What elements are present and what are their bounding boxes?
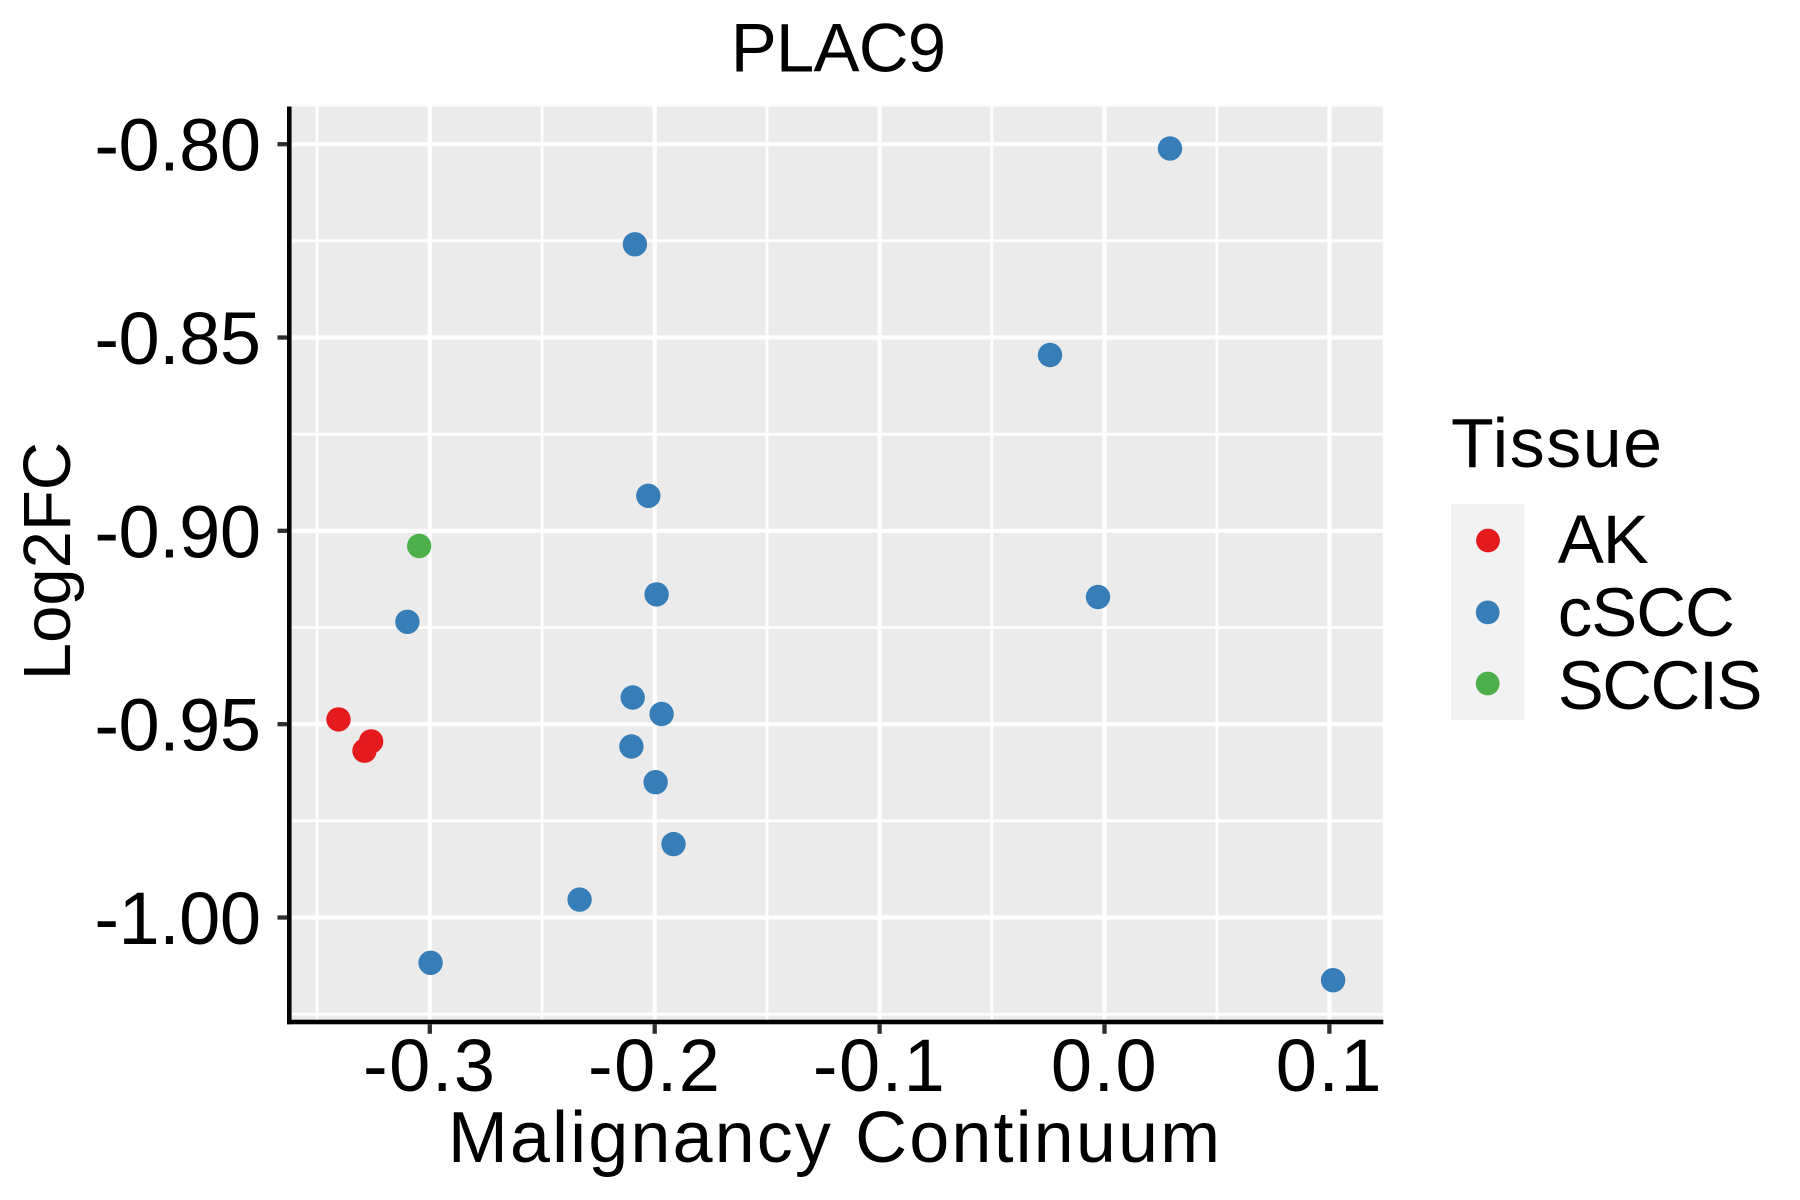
svg-text:-1.00: -1.00 <box>94 877 260 960</box>
svg-text:-0.3: -0.3 <box>363 1024 497 1107</box>
svg-text:0.1: 0.1 <box>1276 1024 1383 1107</box>
svg-text:PLAC9: PLAC9 <box>731 10 946 87</box>
svg-text:AK: AK <box>1558 501 1649 578</box>
svg-text:Log2FC: Log2FC <box>10 442 85 680</box>
svg-text:-0.80: -0.80 <box>94 104 260 187</box>
svg-text:-0.85: -0.85 <box>94 297 260 380</box>
svg-text:-0.95: -0.95 <box>94 684 260 767</box>
svg-text:Tissue: Tissue <box>1451 404 1664 482</box>
svg-text:-0.1: -0.1 <box>813 1024 947 1107</box>
svg-text:0.0: 0.0 <box>1051 1024 1158 1107</box>
svg-text:cSCC: cSCC <box>1558 574 1734 651</box>
svg-text:-0.90: -0.90 <box>94 490 260 573</box>
svg-text:-0.2: -0.2 <box>588 1024 722 1107</box>
svg-text:SCCIS: SCCIS <box>1558 647 1761 724</box>
svg-text:Malignancy Continuum: Malignancy Continuum <box>448 1098 1222 1178</box>
